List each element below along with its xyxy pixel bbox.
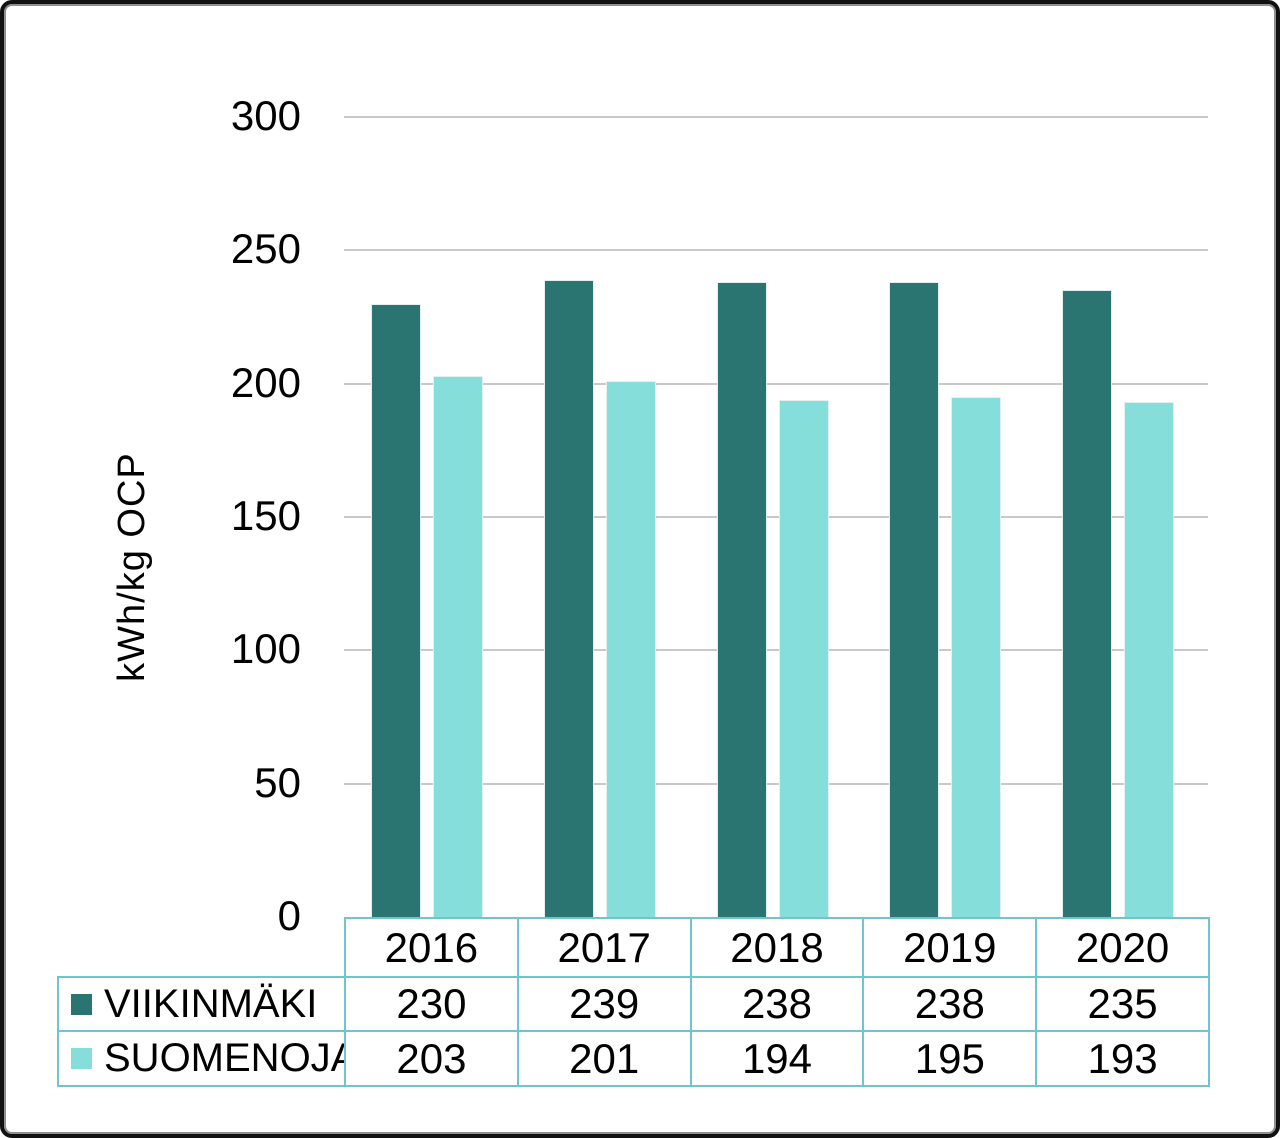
- y-tick-label-100: 100: [230, 625, 301, 673]
- table-header-2020: 2020: [1035, 917, 1210, 978]
- value-cell-viikinmäki-2019: 238: [862, 976, 1038, 1032]
- legend-cell-suomenoja: SUOMENOJA: [57, 1030, 346, 1087]
- bar-suomenoja-2016: [433, 375, 483, 917]
- gridline-150: [344, 516, 1208, 518]
- table-header-2016: 2016: [344, 917, 519, 978]
- table-header-2018: 2018: [689, 917, 865, 978]
- bar-viikinmäki-2016: [371, 303, 421, 917]
- bar-viikinmäki-2020: [1062, 290, 1113, 917]
- value-cell-viikinmäki-2020: 235: [1035, 976, 1210, 1032]
- gridline-250: [344, 249, 1208, 252]
- gridline-200: [344, 382, 1208, 385]
- y-tick-label-50: 50: [254, 758, 301, 806]
- legend-label: VIIKINMÄKI: [104, 981, 318, 1026]
- value-cell-suomenoja-2017: 201: [516, 1030, 692, 1087]
- legend-swatch-icon: [71, 1048, 92, 1069]
- bar-viikinmäki-2018: [716, 282, 767, 917]
- bar-suomenoja-2019: [951, 397, 1002, 917]
- bar-suomenoja-2020: [1124, 402, 1175, 917]
- bar-viikinmäki-2019: [889, 282, 940, 917]
- bar-suomenoja-2018: [778, 399, 829, 917]
- y-tick-label-200: 200: [230, 358, 301, 406]
- table-header-2019: 2019: [862, 917, 1038, 978]
- value-cell-suomenoja-2018: 194: [689, 1030, 865, 1087]
- value-cell-viikinmäki-2018: 238: [689, 976, 865, 1032]
- value-cell-viikinmäki-2016: 230: [344, 976, 519, 1032]
- bar-viikinmäki-2017: [543, 279, 594, 917]
- value-cell-suomenoja-2016: 203: [344, 1030, 519, 1087]
- y-tick-label-300: 300: [230, 92, 301, 140]
- y-tick-label-150: 150: [230, 492, 301, 540]
- y-tick-label-250: 250: [230, 225, 301, 273]
- gridline-100: [344, 649, 1208, 652]
- y-tick-label-0: 0: [277, 892, 301, 940]
- table-header-2017: 2017: [516, 917, 692, 978]
- value-cell-suomenoja-2020: 193: [1035, 1030, 1210, 1087]
- gridline-50: [344, 782, 1208, 785]
- legend-swatch-icon: [71, 993, 92, 1015]
- legend-label: SUOMENOJA: [104, 1036, 345, 1080]
- legend-cell-viikinmäki: VIIKINMÄKI: [57, 976, 346, 1032]
- value-cell-viikinmäki-2017: 239: [516, 976, 692, 1032]
- table-corner-empty: [58, 918, 345, 977]
- gridline-300: [344, 116, 1208, 118]
- data-table: 2016 2017 2018 2019 2020 VIIKINMÄKI 230 239 238 2…: [57, 917, 1210, 1087]
- bar-suomenoja-2017: [605, 381, 656, 917]
- value-cell-suomenoja-2019: 195: [862, 1030, 1038, 1087]
